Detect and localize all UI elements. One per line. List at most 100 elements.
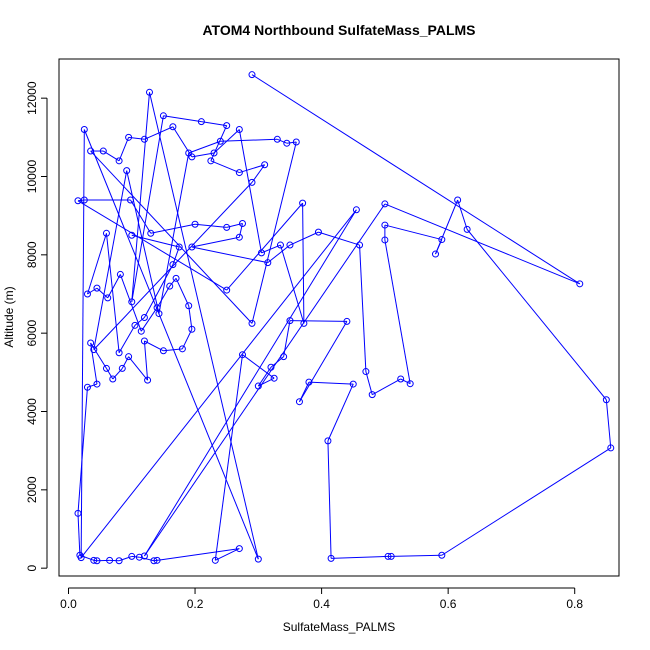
series-line-segment [163, 115, 202, 123]
series-line-segment [128, 356, 148, 381]
data-point [115, 557, 123, 565]
data-point [169, 123, 177, 131]
series-line-segment [242, 354, 275, 379]
data-point [87, 339, 95, 347]
x-tick-label: 0.2 [187, 597, 204, 611]
data-point [286, 241, 294, 249]
data-point [93, 557, 101, 565]
series-line-segment [169, 278, 177, 287]
data-point [257, 249, 265, 257]
data-point [602, 396, 610, 404]
data-point [128, 552, 136, 560]
data-point [248, 178, 256, 186]
series-line-segment [441, 447, 612, 556]
series-line-segment [158, 152, 190, 314]
data-point [248, 71, 256, 79]
series-line-segment [239, 164, 265, 174]
data-point [381, 221, 389, 229]
y-tick-label: 8000 [25, 241, 39, 268]
data-point [140, 135, 148, 143]
data-point [280, 353, 288, 361]
data-point [254, 555, 262, 563]
series-line-segment [210, 125, 228, 162]
data-point [125, 353, 133, 361]
series-line-segment [257, 366, 272, 387]
series-line-segment [87, 287, 98, 295]
y-tick-label: 6000 [25, 319, 39, 346]
data-point [270, 374, 278, 382]
data-point [295, 398, 303, 406]
series-line-segment [157, 548, 240, 561]
series-line-segment [191, 246, 268, 264]
data-point [104, 294, 112, 302]
series-line-segment [210, 160, 240, 174]
data-point [178, 345, 186, 353]
data-point [116, 270, 124, 278]
series-line-segment [384, 224, 442, 241]
series-line-segment [365, 371, 373, 395]
y-tick-label: 10000 [25, 159, 39, 193]
series-line-segment [79, 554, 94, 561]
data-point [223, 122, 231, 130]
series-line-segment [457, 199, 468, 230]
data-point [248, 319, 256, 327]
data-point [431, 250, 439, 258]
data-point [314, 228, 322, 236]
series-line-segment [96, 287, 109, 299]
data-point [324, 437, 332, 445]
series-line-segment [83, 129, 259, 560]
series-line-segment [143, 340, 149, 381]
data-point [254, 382, 262, 390]
data-point [140, 552, 148, 560]
series-line-segment [251, 141, 297, 324]
data-point [76, 551, 84, 559]
series-line-segment [605, 399, 612, 448]
series-line-segment [143, 264, 174, 318]
data-point [80, 196, 88, 204]
series-line-segment [144, 203, 386, 557]
data-point [216, 137, 224, 145]
data-point [188, 243, 196, 251]
series-line-segment [286, 141, 297, 144]
series-line-segment [279, 244, 305, 324]
data-point [239, 351, 247, 359]
x-tick-label: 0.0 [60, 597, 77, 611]
data-point [438, 236, 446, 244]
series-line-segment [86, 233, 107, 295]
data-point [300, 319, 308, 327]
data-point [144, 376, 152, 384]
series-line-segment [214, 354, 243, 561]
data-point [235, 233, 243, 241]
series-line-segment [318, 231, 360, 246]
data-point [261, 161, 269, 169]
series-line-segment [144, 340, 164, 352]
series-line-segment [118, 325, 136, 353]
series-line-segment [220, 138, 278, 142]
data-point [267, 363, 275, 371]
data-point [356, 241, 364, 249]
series-line-segment [90, 150, 253, 324]
data-point [131, 321, 139, 329]
series-line-segment [267, 244, 291, 264]
data-point [276, 241, 284, 249]
series-line-segment [289, 231, 319, 246]
series-points [74, 71, 615, 565]
data-point [406, 380, 414, 388]
series-line-segment [400, 378, 411, 385]
series-line-segment [191, 152, 215, 158]
data-point [145, 88, 153, 96]
series-line-segment [112, 368, 123, 380]
series-line-segment [134, 317, 145, 326]
series-line-segment [121, 356, 130, 369]
data-point [115, 349, 123, 357]
series-line-segment [384, 239, 411, 384]
data-point [191, 220, 199, 228]
data-point [607, 444, 615, 452]
data-point [273, 135, 281, 143]
series-line-segment [201, 121, 227, 127]
data-point [343, 317, 351, 325]
series-line-segment [226, 202, 303, 291]
data-point [235, 169, 243, 177]
data-point [188, 325, 196, 333]
